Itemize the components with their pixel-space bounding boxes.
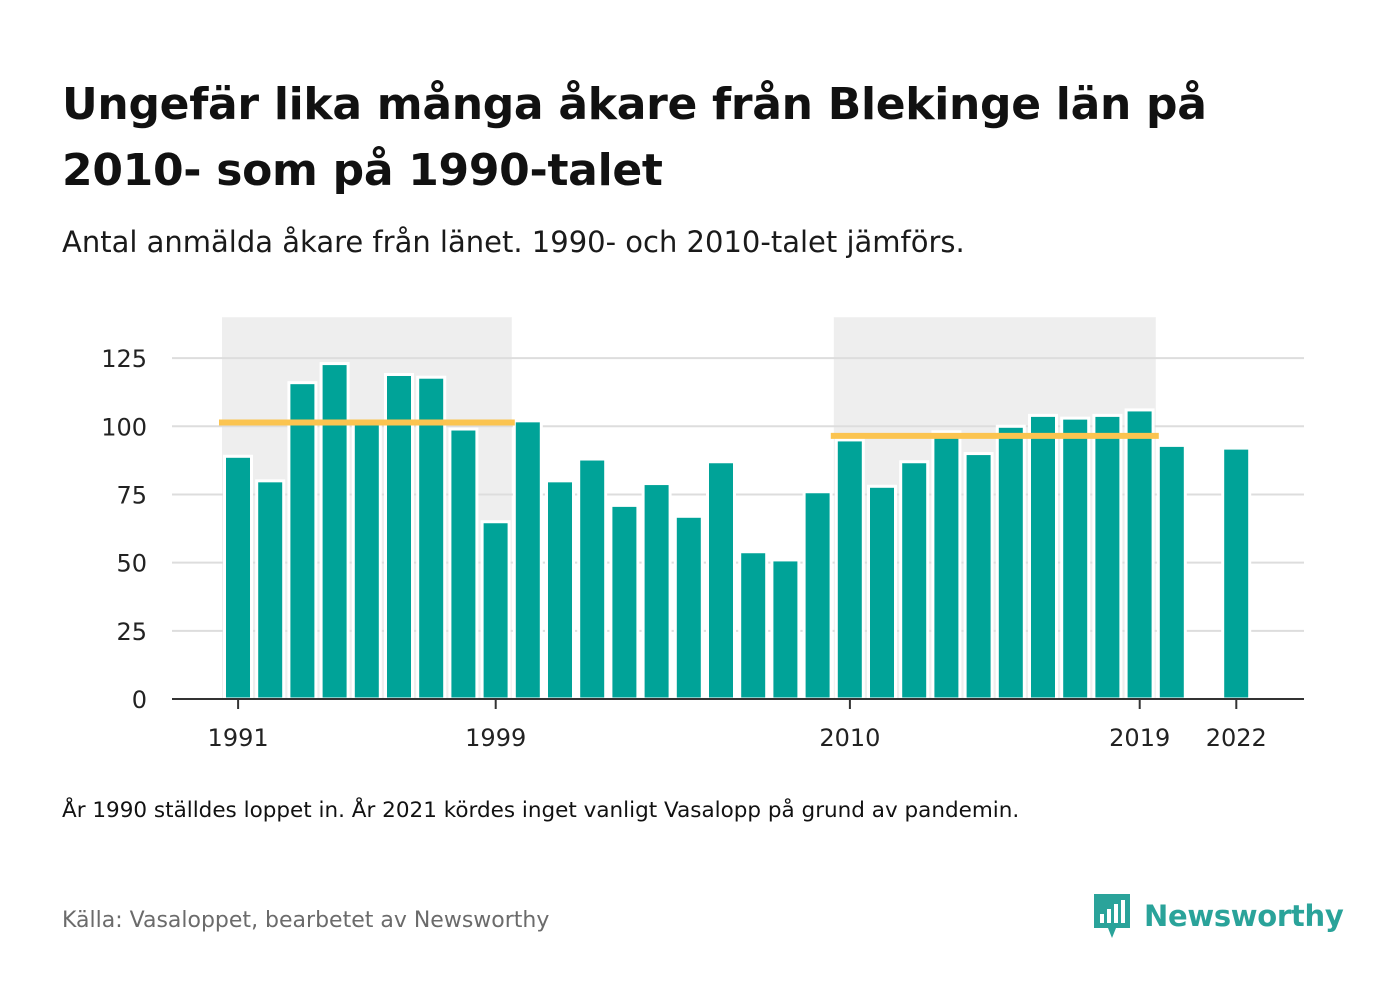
- y-tick-label-25: 25: [116, 618, 147, 646]
- bar-2015: [995, 424, 1026, 701]
- x-tick-label-2010: 2010: [819, 724, 880, 752]
- average-lines: [219, 419, 1159, 439]
- bar-chart-speech-bubble-icon: [1094, 894, 1130, 938]
- bar-1995: [351, 422, 382, 701]
- chart-title: Ungefär lika många åkare från Blekinge l…: [62, 79, 1207, 196]
- bar-2001: [545, 479, 575, 701]
- bar-2018: [1092, 413, 1123, 701]
- bar-2003: [609, 503, 640, 701]
- bar-2013: [931, 430, 962, 701]
- bar-2019: [1124, 408, 1155, 701]
- chart-subtitle: Antal anmälda åkare från länet. 1990- oc…: [62, 225, 965, 259]
- brand-logo: Newsworthy: [1092, 892, 1344, 940]
- bar-1998: [448, 427, 479, 701]
- x-tick-labels: 1991 1999 2010 2019 2022: [208, 699, 1267, 752]
- bar-1999: [480, 520, 511, 701]
- bar-2008: [770, 558, 801, 701]
- bar-2012: [899, 460, 930, 701]
- bar-2005: [673, 514, 704, 701]
- source-note: Källa: Vasaloppet, bearbetet av Newswort…: [62, 908, 550, 933]
- bar-2004: [641, 482, 672, 701]
- x-tick-label-1999: 1999: [465, 724, 526, 752]
- y-tick-label-125: 125: [101, 345, 147, 373]
- y-tick-label-75: 75: [116, 481, 147, 509]
- bar-2006: [706, 460, 736, 701]
- bar-2014: [963, 452, 994, 701]
- bar-2000: [512, 419, 543, 701]
- bar-1991: [223, 454, 253, 701]
- bar-2011: [867, 484, 897, 701]
- x-tick-label-2022: 2022: [1206, 724, 1267, 752]
- bar-2010: [834, 438, 865, 701]
- x-tick-label-2019: 2019: [1109, 724, 1170, 752]
- y-tick-label-100: 100: [101, 413, 147, 441]
- bar-2022: [1221, 446, 1252, 701]
- bar-2016: [1028, 413, 1058, 701]
- y-tick-labels: 0 25 50 75 100 125: [101, 345, 147, 714]
- bar-chart: 0 25 50 75 100 125 1991 1999 2010 2019 2022: [101, 317, 1304, 752]
- x-tick-label-1991: 1991: [208, 724, 269, 752]
- bar-2007: [738, 550, 769, 701]
- footnote: År 1990 ställdes loppet in. År 2021 körd…: [62, 798, 1020, 823]
- bar-2002: [577, 457, 608, 701]
- bar-1993: [287, 381, 318, 701]
- bar-2009: [802, 490, 833, 701]
- brand-name: Newsworthy: [1144, 899, 1344, 933]
- y-tick-label-50: 50: [116, 550, 147, 578]
- y-tick-label-0: 0: [132, 686, 147, 714]
- bar-1992: [255, 479, 286, 701]
- bar-2017: [1060, 416, 1091, 701]
- bar-2020: [1156, 443, 1187, 701]
- bar-1994: [319, 362, 350, 701]
